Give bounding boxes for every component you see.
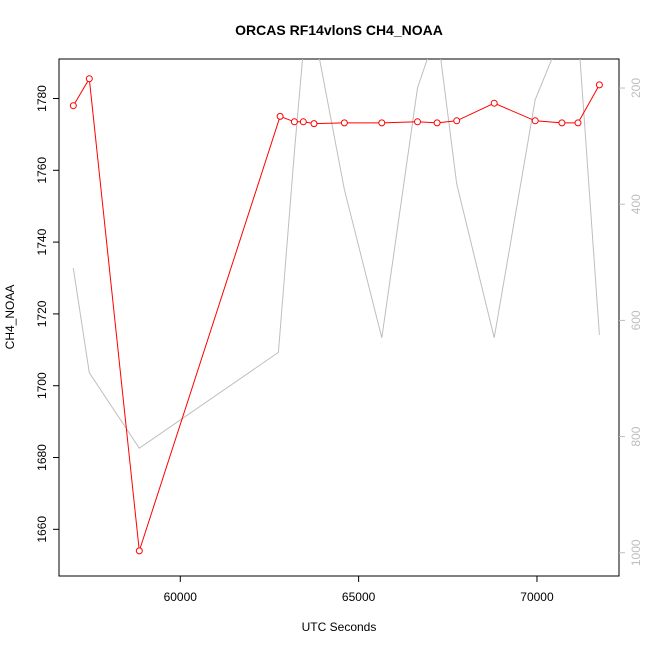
data-point — [531, 117, 539, 125]
data-point — [414, 118, 421, 126]
series-line — [72, 59, 600, 449]
data-point — [378, 119, 386, 127]
y2-tick-label: 200 — [629, 78, 643, 98]
series-1 — [72, 59, 600, 449]
x-tick-label: 60000 — [164, 590, 198, 604]
y-axis-left: 1660 1680 1700 1720 1740 1760 1780 — [35, 85, 59, 543]
plot-area — [69, 59, 603, 555]
data-point — [290, 118, 298, 126]
data-point — [69, 102, 77, 110]
y-tick-label: 1720 — [35, 300, 49, 327]
chart-title: ORCAS RF14vlonS CH4_NOAA — [235, 22, 443, 38]
x-axis-label: UTC Seconds — [302, 620, 377, 634]
data-point — [490, 99, 498, 107]
data-point — [433, 119, 441, 127]
x-tick-label: 70000 — [520, 590, 554, 604]
data-point — [574, 119, 582, 127]
x-tick-label: 65000 — [342, 590, 376, 604]
series-0 — [69, 75, 603, 555]
y2-tick-label: 1000 — [629, 539, 643, 566]
data-point — [595, 81, 603, 89]
y-tick-label: 1680 — [35, 444, 49, 471]
y2-tick-label: 600 — [629, 310, 643, 330]
y-tick-label: 1780 — [35, 85, 49, 112]
data-point — [558, 119, 566, 127]
y-tick-label: 1700 — [35, 372, 49, 399]
y-tick-label: 1660 — [35, 516, 49, 543]
data-point — [310, 120, 318, 128]
y-tick-label: 1760 — [35, 157, 49, 184]
data-point — [135, 547, 143, 555]
y-tick-label: 1740 — [35, 228, 49, 255]
y2-tick-label: 400 — [629, 194, 643, 214]
plot-frame — [58, 58, 620, 577]
x-axis: 60000 65000 70000 — [164, 576, 554, 604]
data-point — [299, 118, 307, 126]
y-axis-label: CH4_NOAA — [3, 285, 17, 350]
data-point — [453, 117, 461, 125]
data-point — [276, 112, 284, 120]
data-point — [340, 119, 348, 127]
y2-tick-label: 800 — [629, 426, 643, 446]
data-point — [85, 75, 93, 83]
y-axis-right: 200 400 600 800 1000 — [619, 78, 643, 566]
